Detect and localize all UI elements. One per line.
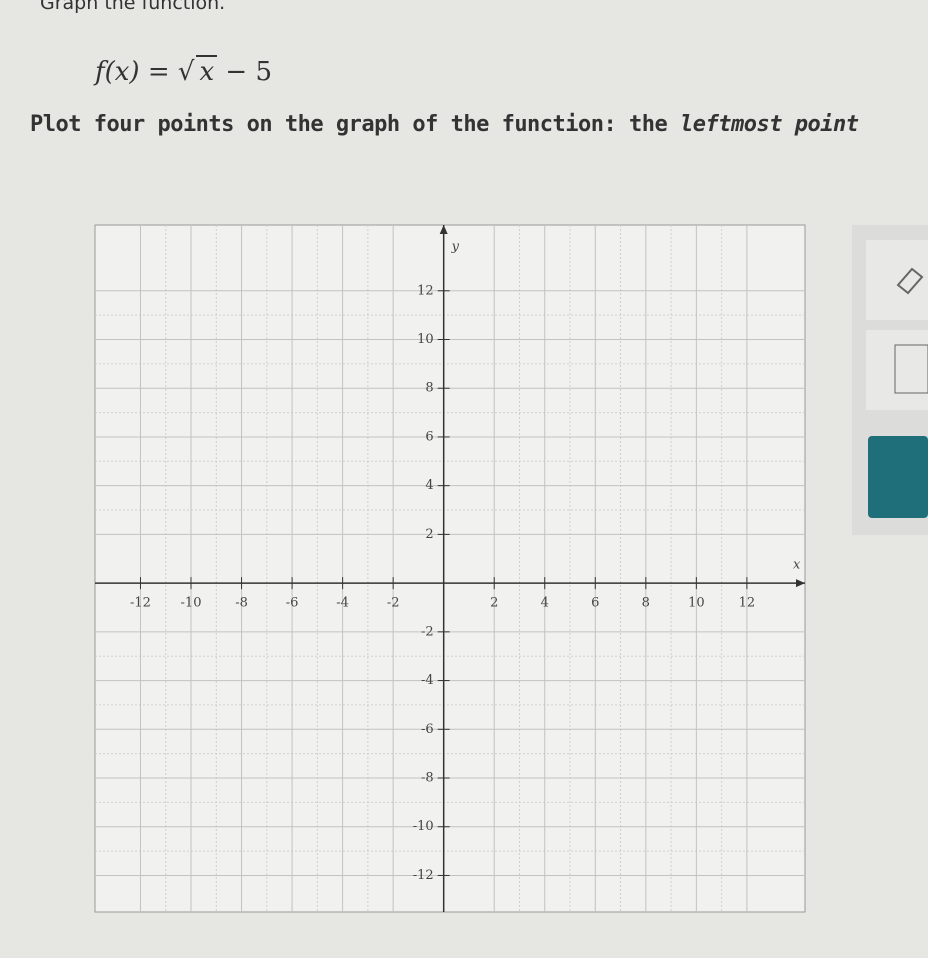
formula-rhs: − 5 — [225, 57, 272, 87]
eraser-button[interactable] — [866, 240, 928, 320]
x-tick-label: 8 — [642, 596, 650, 611]
x-arrow — [796, 579, 805, 588]
y-tick-label: 4 — [425, 478, 433, 493]
submit-button[interactable] — [868, 436, 928, 518]
grid-button[interactable] — [866, 330, 928, 410]
grid-icon — [894, 344, 928, 394]
instruction-emphasis: leftmost point — [680, 112, 859, 137]
x-tick-label: -6 — [286, 596, 299, 611]
y-tick-label: -2 — [421, 624, 434, 639]
y-tick-label: -12 — [413, 868, 434, 883]
y-tick-label: 10 — [417, 332, 434, 347]
y-tick-label: 6 — [425, 429, 433, 444]
y-tick-label: 12 — [417, 283, 434, 298]
radicand: x — [196, 55, 218, 87]
instruction-text: Plot four points on the graph of the fun… — [30, 112, 681, 137]
formula-lhs: f(x) = — [95, 57, 170, 87]
x-tick-label: -12 — [130, 596, 151, 611]
x-tick-label: 4 — [541, 596, 549, 611]
x-tick-label: -4 — [336, 596, 349, 611]
formula: f(x) = √ x − 5 — [95, 55, 272, 87]
y-arrow — [439, 225, 448, 234]
y-tick-label: -4 — [421, 673, 434, 688]
title: Graph the function. — [40, 0, 226, 14]
y-tick-label: -10 — [413, 819, 434, 834]
y-axis-label: y — [451, 240, 460, 255]
instruction: Plot four points on the graph of the fun… — [30, 112, 859, 137]
x-tick-label: 6 — [591, 596, 599, 611]
x-tick-label: 12 — [739, 596, 756, 611]
x-tick-label: 10 — [688, 596, 705, 611]
y-tick-label: -6 — [421, 722, 434, 737]
y-tick-label: 8 — [425, 381, 433, 396]
y-tick-label: -8 — [421, 771, 434, 786]
x-tick-label: 2 — [490, 596, 498, 611]
graph-frame[interactable] — [94, 224, 806, 913]
x-tick-label: -2 — [387, 596, 400, 611]
x-axis-label: x — [793, 558, 801, 573]
x-tick-label: -8 — [235, 596, 248, 611]
y-tick-label: 2 — [425, 527, 433, 542]
x-tick-label: -10 — [181, 596, 202, 611]
eraser-icon — [896, 267, 924, 295]
